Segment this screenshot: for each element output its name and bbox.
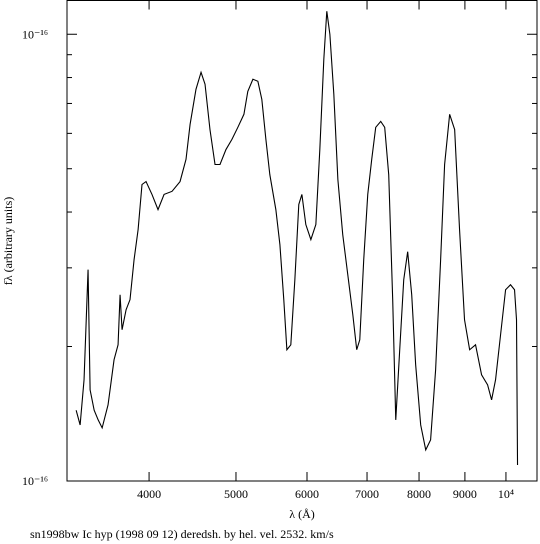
caption: sn1998bw Ic hyp (1998 09 12) deredsh. by… <box>30 527 334 541</box>
plot-frame <box>66 0 538 482</box>
x-tick-label: 5000 <box>224 487 248 501</box>
x-tick-label: 8000 <box>407 487 431 501</box>
x-tick-label: 6000 <box>295 487 319 501</box>
y-tick-label: 10⁻¹⁶ <box>22 27 48 41</box>
y-tick-label: 10⁻¹⁶ <box>22 474 48 488</box>
spectrum-line <box>75 11 519 465</box>
x-tick-label: 4000 <box>137 487 161 501</box>
x-axis-label: λ (Å) <box>289 507 314 521</box>
x-tick-label: 10⁴ <box>498 487 514 501</box>
y-axis-label: fλ (arbitrary units) <box>1 197 15 285</box>
x-tick-label: 9000 <box>453 487 477 501</box>
x-tick-label: 7000 <box>355 487 379 501</box>
